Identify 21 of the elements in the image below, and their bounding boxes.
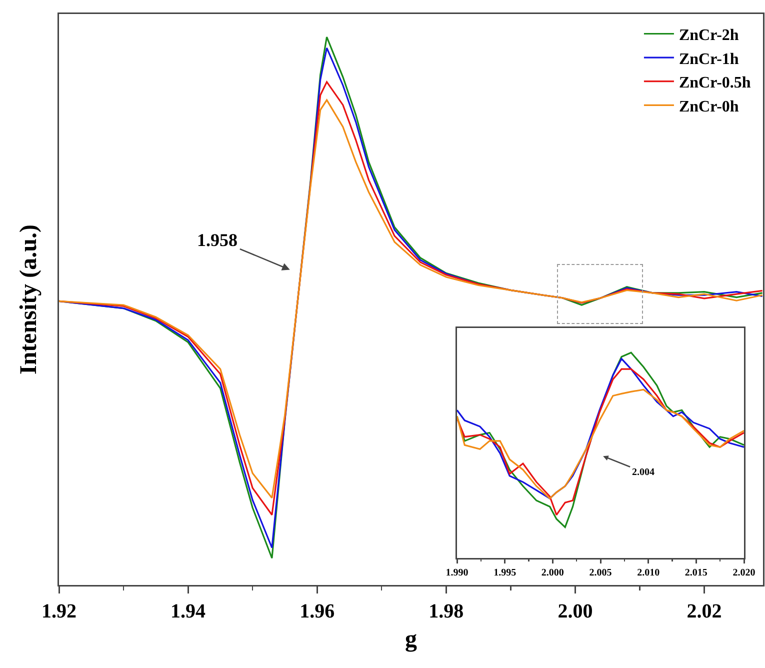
legend-label: ZnCr-0h	[678, 98, 739, 116]
x-tick-label: 1.94	[170, 600, 206, 622]
x-tick-label: 1.92	[42, 600, 76, 622]
x-tick-label: 2.010	[637, 568, 660, 578]
x-tick-label: 2.020	[732, 568, 756, 578]
x-tick-label: 2.00	[558, 600, 593, 622]
y-axis-title: Intensity (a.u.)	[16, 224, 42, 375]
x-tick-label: 1.995	[494, 568, 516, 578]
legend-label: ZnCr-2h	[678, 26, 739, 44]
x-tick-label: 1.98	[428, 600, 464, 622]
annotation: 2.004	[632, 467, 654, 478]
x-tick-label: 1.96	[300, 600, 335, 622]
x-tick-label: 2.000	[541, 568, 564, 578]
x-tick-label: 2.02	[686, 600, 722, 622]
x-tick-label: 2.005	[589, 568, 612, 578]
legend-label: ZnCr-1h	[678, 50, 739, 68]
x-tick-label: 2.015	[684, 568, 708, 578]
x-tick-label: 1.990	[446, 568, 468, 578]
annotation: 1.958	[197, 230, 238, 250]
legend-label: ZnCr-0.5h	[678, 74, 751, 92]
x-axis-title: g	[405, 626, 417, 653]
